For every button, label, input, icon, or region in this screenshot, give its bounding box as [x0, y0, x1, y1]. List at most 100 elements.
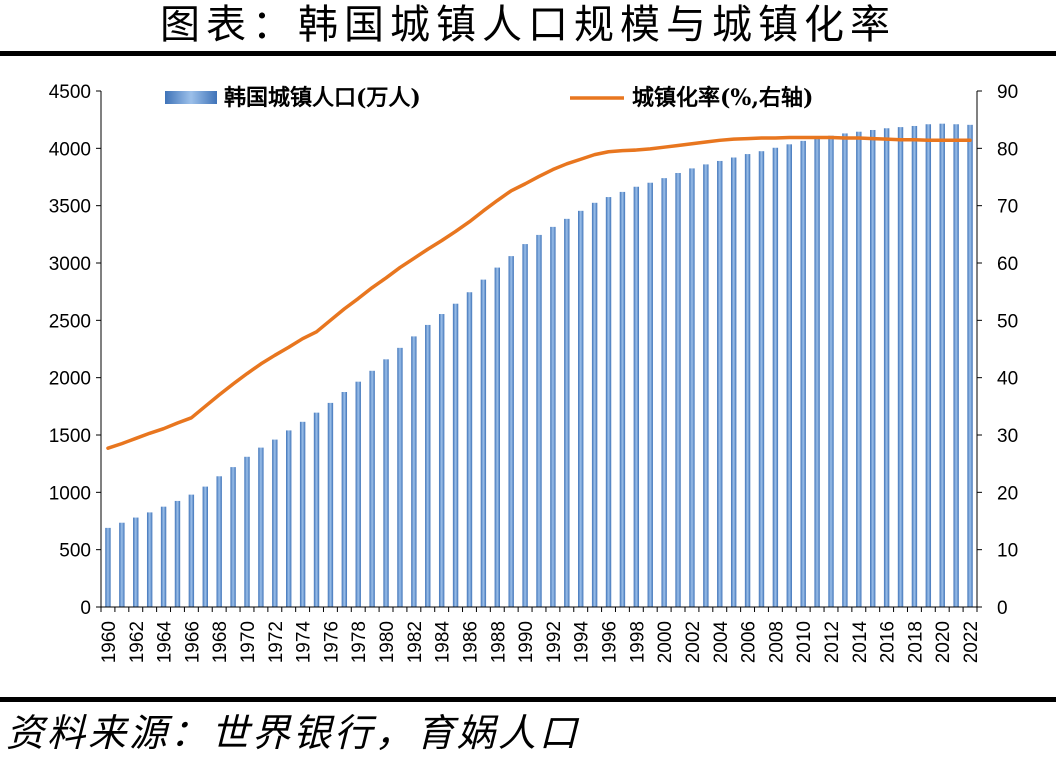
bar-2005 [730, 157, 737, 607]
x-tick-label: 1994 [572, 621, 593, 664]
x-tick-label: 2000 [655, 621, 676, 663]
bar-1977 [341, 392, 348, 607]
axes: 0 500 1000 1500 2000 2500 3000 3500 4000 4500 0 10 2… [49, 82, 1018, 663]
source-note: 资料来源：世界银行，育娲人口 [6, 711, 581, 755]
x-tick-label: 1972 [266, 621, 287, 663]
line-series-layer [106, 135, 972, 450]
bar-1991 [536, 234, 542, 607]
urbanization-rate-line [106, 135, 972, 450]
x-tick-label: 2014 [850, 621, 871, 664]
bar-1980 [383, 359, 389, 607]
top-rule [0, 51, 1056, 56]
x-tick-label: 1968 [210, 621, 231, 663]
x-tick-label: 2002 [683, 621, 704, 663]
bar-1998 [633, 186, 640, 607]
chart: 0 500 1000 1500 2000 2500 3000 3500 4000 4500 0 10 2… [49, 82, 1018, 663]
bar-1997 [619, 191, 626, 607]
right-tick-label: 0 [997, 598, 1008, 619]
x-tick-label: 2016 [878, 621, 899, 663]
bar-1983 [425, 324, 431, 607]
right-tick-label: 50 [997, 311, 1018, 332]
x-tick-label: 1990 [516, 621, 537, 663]
bar-2019 [925, 124, 932, 607]
right-tick-label: 30 [997, 426, 1018, 447]
left-tick-label: 1000 [49, 483, 91, 504]
bar-2007 [758, 151, 765, 607]
bar-2004 [717, 160, 723, 607]
left-tick-label: 1500 [49, 426, 91, 447]
right-tick-label: 40 [997, 369, 1018, 390]
x-tick-label: 2008 [766, 621, 787, 663]
bar-1962 [133, 517, 139, 607]
bar-1979 [369, 370, 375, 607]
bar-1965 [174, 500, 181, 607]
legend-swatch-population [165, 91, 217, 104]
x-tick-label: 1962 [127, 621, 148, 663]
x-tick-label: 2010 [794, 621, 815, 663]
right-tick-label: 20 [997, 483, 1018, 504]
x-tick-label: 1998 [627, 621, 648, 663]
bar-2022 [967, 124, 973, 607]
bar-1992 [550, 226, 556, 607]
left-tick-label: 0 [80, 598, 91, 619]
bar-2001 [675, 172, 681, 608]
x-tick-label: 2022 [961, 621, 982, 663]
bar-1987 [480, 279, 487, 607]
bar-1993 [564, 218, 570, 607]
x-tick-label: 1984 [433, 621, 454, 664]
x-tick-label: 1966 [182, 621, 203, 663]
x-tick-label: 1988 [488, 621, 509, 663]
bar-2010 [800, 140, 806, 607]
legend-label-population: 韩国城镇人口(万人) [224, 85, 421, 111]
bar-1990 [522, 244, 528, 607]
bar-2000 [661, 178, 667, 607]
x-tick-label: 1976 [321, 621, 342, 663]
bar-1989 [508, 256, 514, 607]
right-tick-label: 10 [997, 541, 1018, 562]
bar-2002 [689, 168, 695, 607]
bar-1985 [452, 303, 459, 607]
bar-2006 [744, 154, 751, 607]
bar-1960 [105, 527, 111, 607]
right-tick-label: 70 [997, 197, 1018, 218]
bar-2011 [814, 138, 820, 607]
x-tick-label: 2012 [822, 621, 843, 663]
x-tick-label: 1986 [460, 621, 481, 663]
left-tick-label: 3500 [49, 197, 91, 218]
x-tick-label: 1996 [600, 621, 621, 663]
right-tick-label: 90 [997, 82, 1018, 103]
bar-1984 [438, 314, 445, 607]
x-tick-label: 2004 [711, 621, 732, 664]
bar-1986 [466, 292, 473, 607]
bar-1975 [313, 412, 320, 607]
bar-1966 [188, 494, 195, 607]
bar-1967 [202, 486, 208, 607]
legend: 韩国城镇人口(万人) 城镇化率(%,右轴) [165, 85, 813, 111]
right-tick-label: 80 [997, 139, 1018, 160]
bar-2015 [870, 129, 876, 608]
bar-1971 [258, 447, 264, 607]
x-tick-label: 1982 [405, 621, 426, 663]
left-tick-label: 500 [59, 541, 91, 562]
x-tick-label: 1978 [349, 621, 370, 663]
left-tick-label: 2500 [49, 311, 91, 332]
left-tick-label: 4000 [49, 139, 91, 160]
bar-1976 [327, 402, 334, 607]
bar-1974 [299, 421, 306, 607]
bar-1968 [216, 476, 222, 607]
bar-2012 [828, 135, 834, 607]
bar-1995 [591, 202, 598, 608]
bottom-rule [0, 697, 1056, 702]
left-tick-label: 3000 [49, 254, 91, 275]
right-tick-label: 60 [997, 254, 1018, 275]
bar-1981 [397, 347, 403, 607]
bar-1988 [494, 267, 500, 607]
bar-1970 [244, 456, 250, 607]
bar-2003 [703, 164, 709, 607]
x-tick-label: 2006 [739, 621, 760, 663]
x-tick-label: 1980 [377, 621, 398, 663]
x-tick-label: 2018 [905, 621, 926, 663]
bar-1996 [605, 197, 612, 607]
left-tick-label: 2000 [49, 369, 91, 390]
bar-2008 [772, 147, 779, 607]
